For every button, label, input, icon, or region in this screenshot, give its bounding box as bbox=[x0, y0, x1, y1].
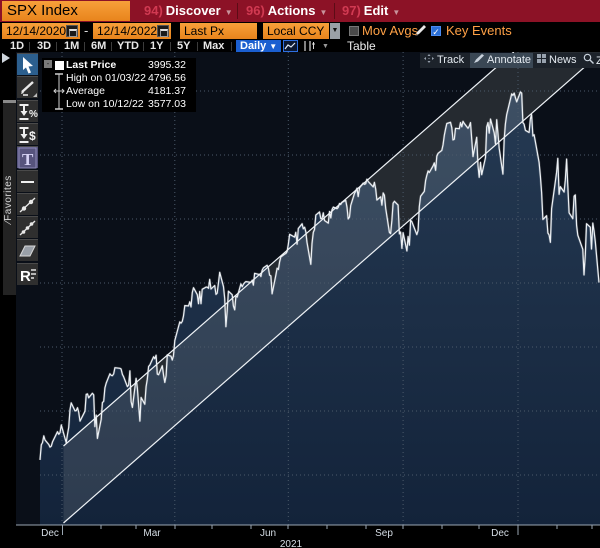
svg-text:Dec: Dec bbox=[41, 528, 59, 539]
svg-text:R: R bbox=[20, 268, 31, 285]
svg-text:Jun: Jun bbox=[260, 528, 276, 539]
svg-text:%: % bbox=[29, 109, 38, 120]
svg-text:Mar: Mar bbox=[143, 528, 161, 539]
svg-text:T: T bbox=[22, 150, 34, 169]
svg-text:$: $ bbox=[29, 129, 36, 143]
svg-text:2021: 2021 bbox=[280, 539, 303, 548]
svg-text:Dec: Dec bbox=[491, 528, 509, 539]
svg-text:Sep: Sep bbox=[375, 528, 393, 539]
